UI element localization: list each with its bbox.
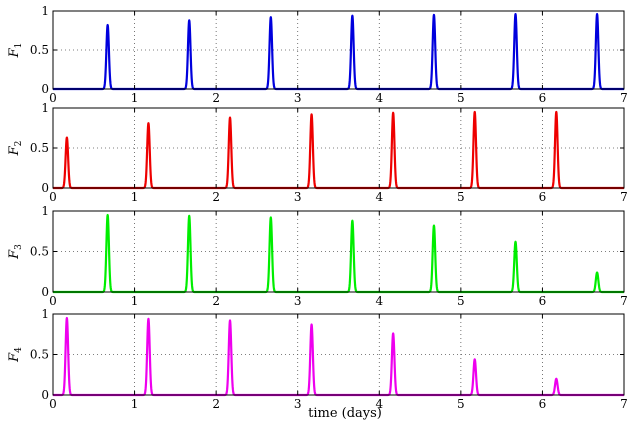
y-tick-label: 1 — [41, 4, 49, 18]
x-tick-label: 4 — [375, 190, 383, 204]
plot-frame — [52, 10, 625, 90]
x-tick-label: 6 — [539, 91, 547, 105]
series-line-f2 — [52, 110, 625, 190]
x-tick-label: 2 — [212, 294, 220, 308]
y-tick-label: 1 — [41, 307, 49, 321]
x-tick-label: 1 — [131, 294, 139, 308]
x-tick-label: 6 — [539, 190, 547, 204]
y-axis-title: F4 — [7, 347, 24, 363]
x-tick-label: 3 — [294, 397, 302, 411]
y-tick-label: 1 — [41, 204, 49, 218]
x-tick-label: 3 — [294, 91, 302, 105]
x-tick-label: 4 — [375, 397, 383, 411]
x-tick-label: 2 — [212, 397, 220, 411]
x-tick-label: 1 — [131, 190, 139, 204]
x-tick-label: 6 — [539, 294, 547, 308]
x-axis-title: time (days) — [308, 406, 382, 421]
y-tick-label: 0.5 — [30, 245, 49, 259]
x-tick-label: 7 — [620, 294, 628, 308]
plot-frame — [52, 107, 625, 189]
x-tick-label: 2 — [212, 190, 220, 204]
x-tick-label: 7 — [620, 91, 628, 105]
x-tick-label: 0 — [49, 397, 57, 411]
x-tick-label: 3 — [294, 190, 302, 204]
y-tick-label: 0 — [41, 82, 49, 96]
x-tick-label: 6 — [539, 397, 547, 411]
x-tick-label: 3 — [294, 294, 302, 308]
x-tick-label: 4 — [375, 294, 383, 308]
y-tick-label: 0 — [41, 388, 49, 402]
chart-panel-1: 0 1 2 3 4 5 6 7 0 0.5 1 F1 — [7, 4, 628, 105]
plot-frame — [52, 210, 625, 293]
y-tick-label: 0.5 — [30, 43, 49, 57]
plot-frame — [52, 313, 625, 396]
x-tick-label: 7 — [620, 190, 628, 204]
x-tick-label: 5 — [457, 190, 465, 204]
series-line-f4 — [52, 316, 625, 397]
x-tick-label: 7 — [620, 397, 628, 411]
x-tick-label: 1 — [131, 91, 139, 105]
x-tick-label: 4 — [375, 91, 383, 105]
series-line-f3 — [52, 213, 625, 294]
x-tick-label: 2 — [212, 91, 220, 105]
y-tick-label: 0 — [41, 181, 49, 195]
x-tick-label: 0 — [49, 294, 57, 308]
y-tick-label: 0.5 — [30, 348, 49, 362]
chart-panel-3: 0 1 2 3 4 5 6 7 0 0.5 1 F3 — [7, 204, 628, 308]
x-tick-label: 1 — [131, 397, 139, 411]
chart-panel-2: 0 1 2 3 4 5 6 7 0 0.5 1 F2 — [7, 101, 628, 204]
x-tick-label: 0 — [49, 91, 57, 105]
y-tick-label: 1 — [41, 101, 49, 115]
y-axis-title: F3 — [7, 244, 24, 260]
y-axis-title: F2 — [7, 141, 24, 157]
x-tick-label: 5 — [457, 397, 465, 411]
x-tick-label: 5 — [457, 294, 465, 308]
chart-panel-4: 0 1 2 3 4 5 6 7 0 0.5 1 F4 — [7, 307, 628, 411]
series-line-f1 — [52, 13, 625, 91]
y-tick-label: 0 — [41, 285, 49, 299]
y-tick-label: 0.5 — [30, 141, 49, 155]
y-axis-title: F1 — [7, 43, 24, 59]
x-tick-label: 5 — [457, 91, 465, 105]
x-tick-label: 0 — [49, 190, 57, 204]
